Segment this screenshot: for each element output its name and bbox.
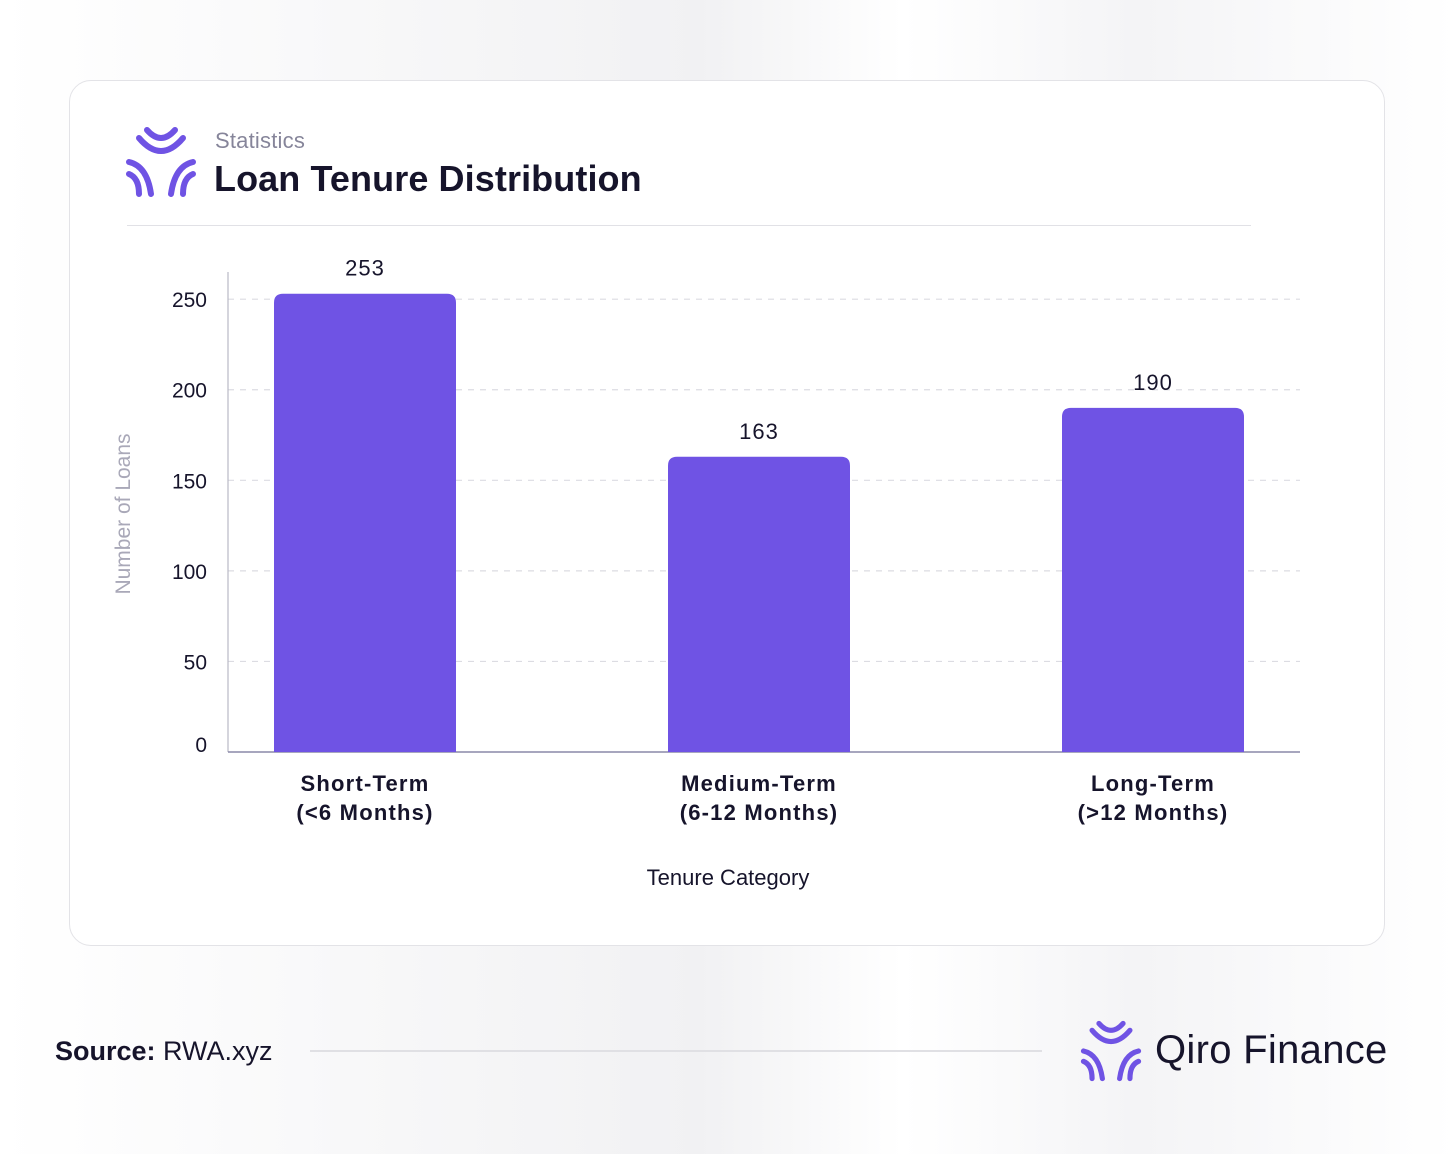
x-tick-label: (<6 Months) [296, 800, 433, 825]
data-label: 190 [1133, 370, 1173, 395]
y-tick-label: 150 [172, 470, 207, 493]
brand-name: Qiro Finance [1155, 1028, 1388, 1072]
source-label: Source: [55, 1036, 156, 1066]
x-tick-label: (>12 Months) [1078, 800, 1229, 825]
y-tick-label: 50 [184, 651, 207, 674]
data-label: 253 [345, 256, 385, 281]
y-tick-label: 200 [172, 380, 207, 403]
bar [1062, 407, 1244, 752]
bar [668, 456, 850, 752]
y-tick-label: 0 [195, 734, 207, 757]
x-tick-label: Medium-Term [681, 771, 837, 796]
source-note: Source: RWA.xyz [55, 1036, 273, 1067]
x-tick-label: (6-12 Months) [680, 800, 839, 825]
x-tick-label: Long-Term [1091, 771, 1215, 796]
footer-divider [310, 1050, 1042, 1052]
bar [274, 293, 456, 752]
source-value: RWA.xyz [163, 1036, 273, 1066]
header-divider [127, 225, 1251, 226]
y-tick-label: 100 [172, 561, 207, 584]
y-axis-title: Number of Loans [112, 433, 135, 594]
y-tick-label: 250 [172, 289, 207, 312]
brand-logo-icon [1080, 1020, 1142, 1082]
x-tick-label: Short-Term [301, 771, 430, 796]
qiro-logo-icon [126, 127, 196, 197]
data-label: 163 [739, 419, 779, 444]
x-axis-title: Tenure Category [647, 865, 810, 890]
chart-eyebrow: Statistics [215, 128, 306, 153]
chart-title: Loan Tenure Distribution [214, 158, 642, 199]
